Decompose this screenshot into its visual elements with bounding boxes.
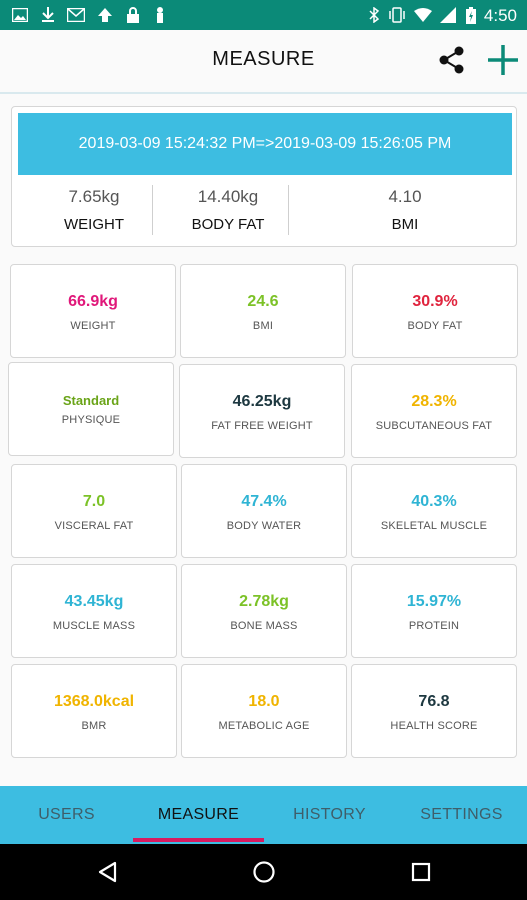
metric-card-muscle-mass[interactable]: 43.45kg MUSCLE MASS [11, 564, 177, 658]
metric-value: 40.3% [411, 493, 457, 510]
summary-value: 7.65kg [68, 187, 120, 206]
active-tab-indicator [133, 838, 264, 842]
metric-value: 28.3% [411, 393, 457, 410]
metric-label: VISCERAL FAT [54, 520, 134, 532]
metric-label: FAT FREE WEIGHT [211, 420, 313, 432]
signal-icon [438, 5, 458, 25]
metric-label: METABOLIC AGE [218, 720, 310, 732]
summary-weight: 7.65kg WEIGHT [32, 183, 156, 243]
tab-history[interactable]: HISTORY [293, 806, 366, 823]
metric-card-subcutaneous-fat[interactable]: 28.3% SUBCUTANEOUS FAT [351, 364, 517, 458]
metric-label: MUSCLE MASS [52, 620, 136, 632]
metric-card-bmr[interactable]: 1368.0kcal BMR [11, 664, 177, 758]
home-icon [253, 861, 275, 883]
add-button[interactable] [483, 40, 523, 80]
metric-value: 2.78kg [239, 593, 289, 610]
summary-value: 14.40kg [197, 187, 259, 206]
bottom-nav: USERS MEASURE HISTORY SETTINGS [0, 786, 527, 844]
summary-body-fat: 14.40kg BODY FAT [162, 183, 294, 243]
metric-label: BODY WATER [226, 520, 302, 532]
bluetooth-icon [364, 5, 384, 25]
metric-label: PHYSIQUE [61, 414, 121, 426]
metric-value: 76.8 [418, 693, 450, 710]
metric-label: SKELETAL MUSCLE [380, 520, 488, 532]
back-button[interactable] [90, 854, 126, 890]
metric-value: 46.25kg [232, 393, 292, 410]
tab-settings[interactable]: SETTINGS [420, 806, 503, 823]
app-bar: MEASURE [0, 30, 527, 94]
mail-icon [66, 5, 86, 25]
metric-card-bmi[interactable]: 24.6 BMI [180, 264, 346, 358]
metric-card-health-score[interactable]: 76.8 HEALTH SCORE [351, 664, 517, 758]
recents-icon [411, 862, 431, 882]
metric-card-body-water[interactable]: 47.4% BODY WATER [181, 464, 347, 558]
divider [152, 185, 153, 235]
metric-label: BODY FAT [407, 320, 463, 332]
metric-card-protein[interactable]: 15.97% PROTEIN [351, 564, 517, 658]
metric-value: 15.97% [406, 593, 462, 610]
metric-card-metabolic-age[interactable]: 18.0 METABOLIC AGE [181, 664, 347, 758]
image-icon [10, 5, 30, 25]
metric-label: WEIGHT [70, 320, 116, 332]
plus-icon [488, 45, 518, 75]
page-title: MEASURE [212, 48, 315, 70]
vibrate-icon [387, 5, 407, 25]
metric-card-weight[interactable]: 66.9kg WEIGHT [10, 264, 176, 358]
battery-charging-icon [461, 5, 481, 25]
system-nav-bar [0, 844, 527, 900]
share-button[interactable] [434, 42, 470, 78]
measurement-range: 2019-03-09 15:24:32 PM=>2019-03-09 15:26… [18, 113, 512, 175]
metric-card-skeletal-muscle[interactable]: 40.3% SKELETAL MUSCLE [351, 464, 517, 558]
metric-label: HEALTH SCORE [390, 720, 478, 732]
summary-value: 4.10 [388, 187, 422, 206]
metric-card-bone-mass[interactable]: 2.78kg BONE MASS [181, 564, 347, 658]
metric-label: BMI [252, 320, 274, 332]
download-icon [38, 5, 58, 25]
status-bar: 4:50 [0, 0, 527, 30]
metric-card-body-fat[interactable]: 30.9% BODY FAT [352, 264, 518, 358]
metric-value: 7.0 [82, 493, 106, 510]
metric-label: SUBCUTANEOUS FAT [375, 420, 493, 432]
summary-card: 2019-03-09 15:24:32 PM=>2019-03-09 15:26… [11, 106, 517, 247]
metric-value: 24.6 [247, 293, 279, 310]
metric-value: 30.9% [412, 293, 458, 310]
metric-value: 66.9kg [68, 293, 118, 310]
tab-users[interactable]: USERS [38, 806, 95, 823]
metric-value: 43.45kg [64, 593, 124, 610]
summary-label: WEIGHT [64, 216, 124, 233]
metric-value: Standard [62, 393, 120, 408]
tab-measure[interactable]: MEASURE [157, 806, 240, 823]
metric-label: PROTEIN [408, 620, 460, 632]
divider [288, 185, 289, 235]
back-icon [98, 861, 117, 883]
summary-bmi: 4.10 BMI [312, 183, 498, 243]
upload-icon [95, 5, 115, 25]
person-icon [150, 5, 170, 25]
lock-icon [123, 5, 143, 25]
metric-value: 47.4% [241, 493, 287, 510]
metric-value: 18.0 [248, 693, 280, 710]
metric-card-visceral-fat[interactable]: 7.0 VISCERAL FAT [11, 464, 177, 558]
metric-card-physique[interactable]: Standard PHYSIQUE [8, 362, 174, 456]
clock: 4:50 [483, 6, 517, 25]
metric-label: BONE MASS [230, 620, 298, 632]
home-button[interactable] [246, 854, 282, 890]
metric-card-fat-free-weight[interactable]: 46.25kg FAT FREE WEIGHT [179, 364, 345, 458]
wifi-icon [413, 5, 433, 25]
summary-label: BODY FAT [191, 216, 265, 233]
metric-label: BMR [81, 720, 107, 732]
summary-label: BMI [391, 216, 419, 233]
recents-button[interactable] [403, 854, 439, 890]
metric-value: 1368.0kcal [53, 693, 135, 710]
share-icon [439, 46, 464, 74]
